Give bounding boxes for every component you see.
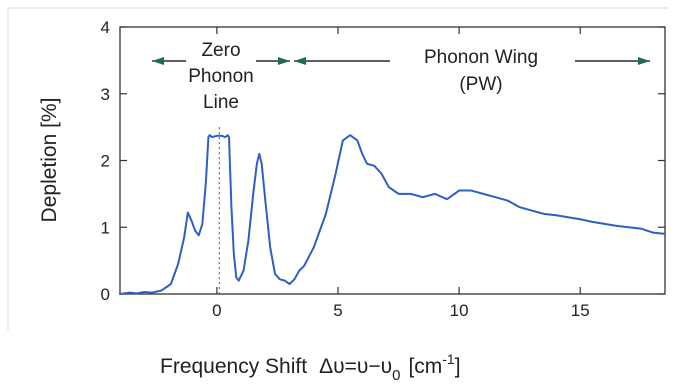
zpl-right-arrowhead: [278, 57, 290, 65]
pw-left-arrowhead: [294, 57, 306, 65]
series-line: [119, 134, 666, 295]
x-axis-title-prefix: Frequency Shift: [160, 355, 307, 378]
x-axis-title-unit-open: [cm: [408, 355, 442, 378]
axis-tick-labels: 0 5 10 15 0 1 2 3 4: [101, 18, 590, 320]
zpl-label-line-1: Zero: [201, 40, 240, 61]
y-tick-label-3: 3: [101, 85, 110, 104]
pw-right-arrowhead: [638, 57, 650, 65]
x-tick-label-10: 10: [450, 301, 469, 320]
zpl-left-arrowhead: [152, 57, 164, 65]
y-axis-title: Depletion [%]: [38, 98, 61, 223]
y-tick-label-1: 1: [101, 218, 110, 237]
x-axis-title: Frequency Shift Δυ=υ−υ0 [cm-1]: [160, 351, 461, 384]
zpl-label-line-2: Phonon: [188, 66, 254, 87]
y-tick-label-4: 4: [101, 18, 110, 37]
pw-label-line-2: (PW): [459, 74, 502, 95]
y-tick-label-0: 0: [101, 285, 110, 304]
x-tick-label-0: 0: [212, 301, 221, 320]
pw-label-line-1: Phonon Wing: [424, 47, 538, 68]
x-axis-title-subscript: 0: [392, 367, 400, 384]
y-tick-label-2: 2: [101, 152, 110, 171]
x-tick-label-5: 5: [333, 301, 342, 320]
x-axis-title-formula: Δυ=υ−υ: [319, 355, 392, 378]
annotation-arrows: [152, 57, 650, 65]
zpl-label-line-3: Line: [203, 92, 239, 113]
x-tick-label-15: 15: [571, 301, 590, 320]
axis-ticks: [120, 26, 665, 295]
x-axis-title-unit-exponent: -1: [442, 351, 455, 367]
x-axis-title-unit-close: ]: [455, 355, 461, 378]
